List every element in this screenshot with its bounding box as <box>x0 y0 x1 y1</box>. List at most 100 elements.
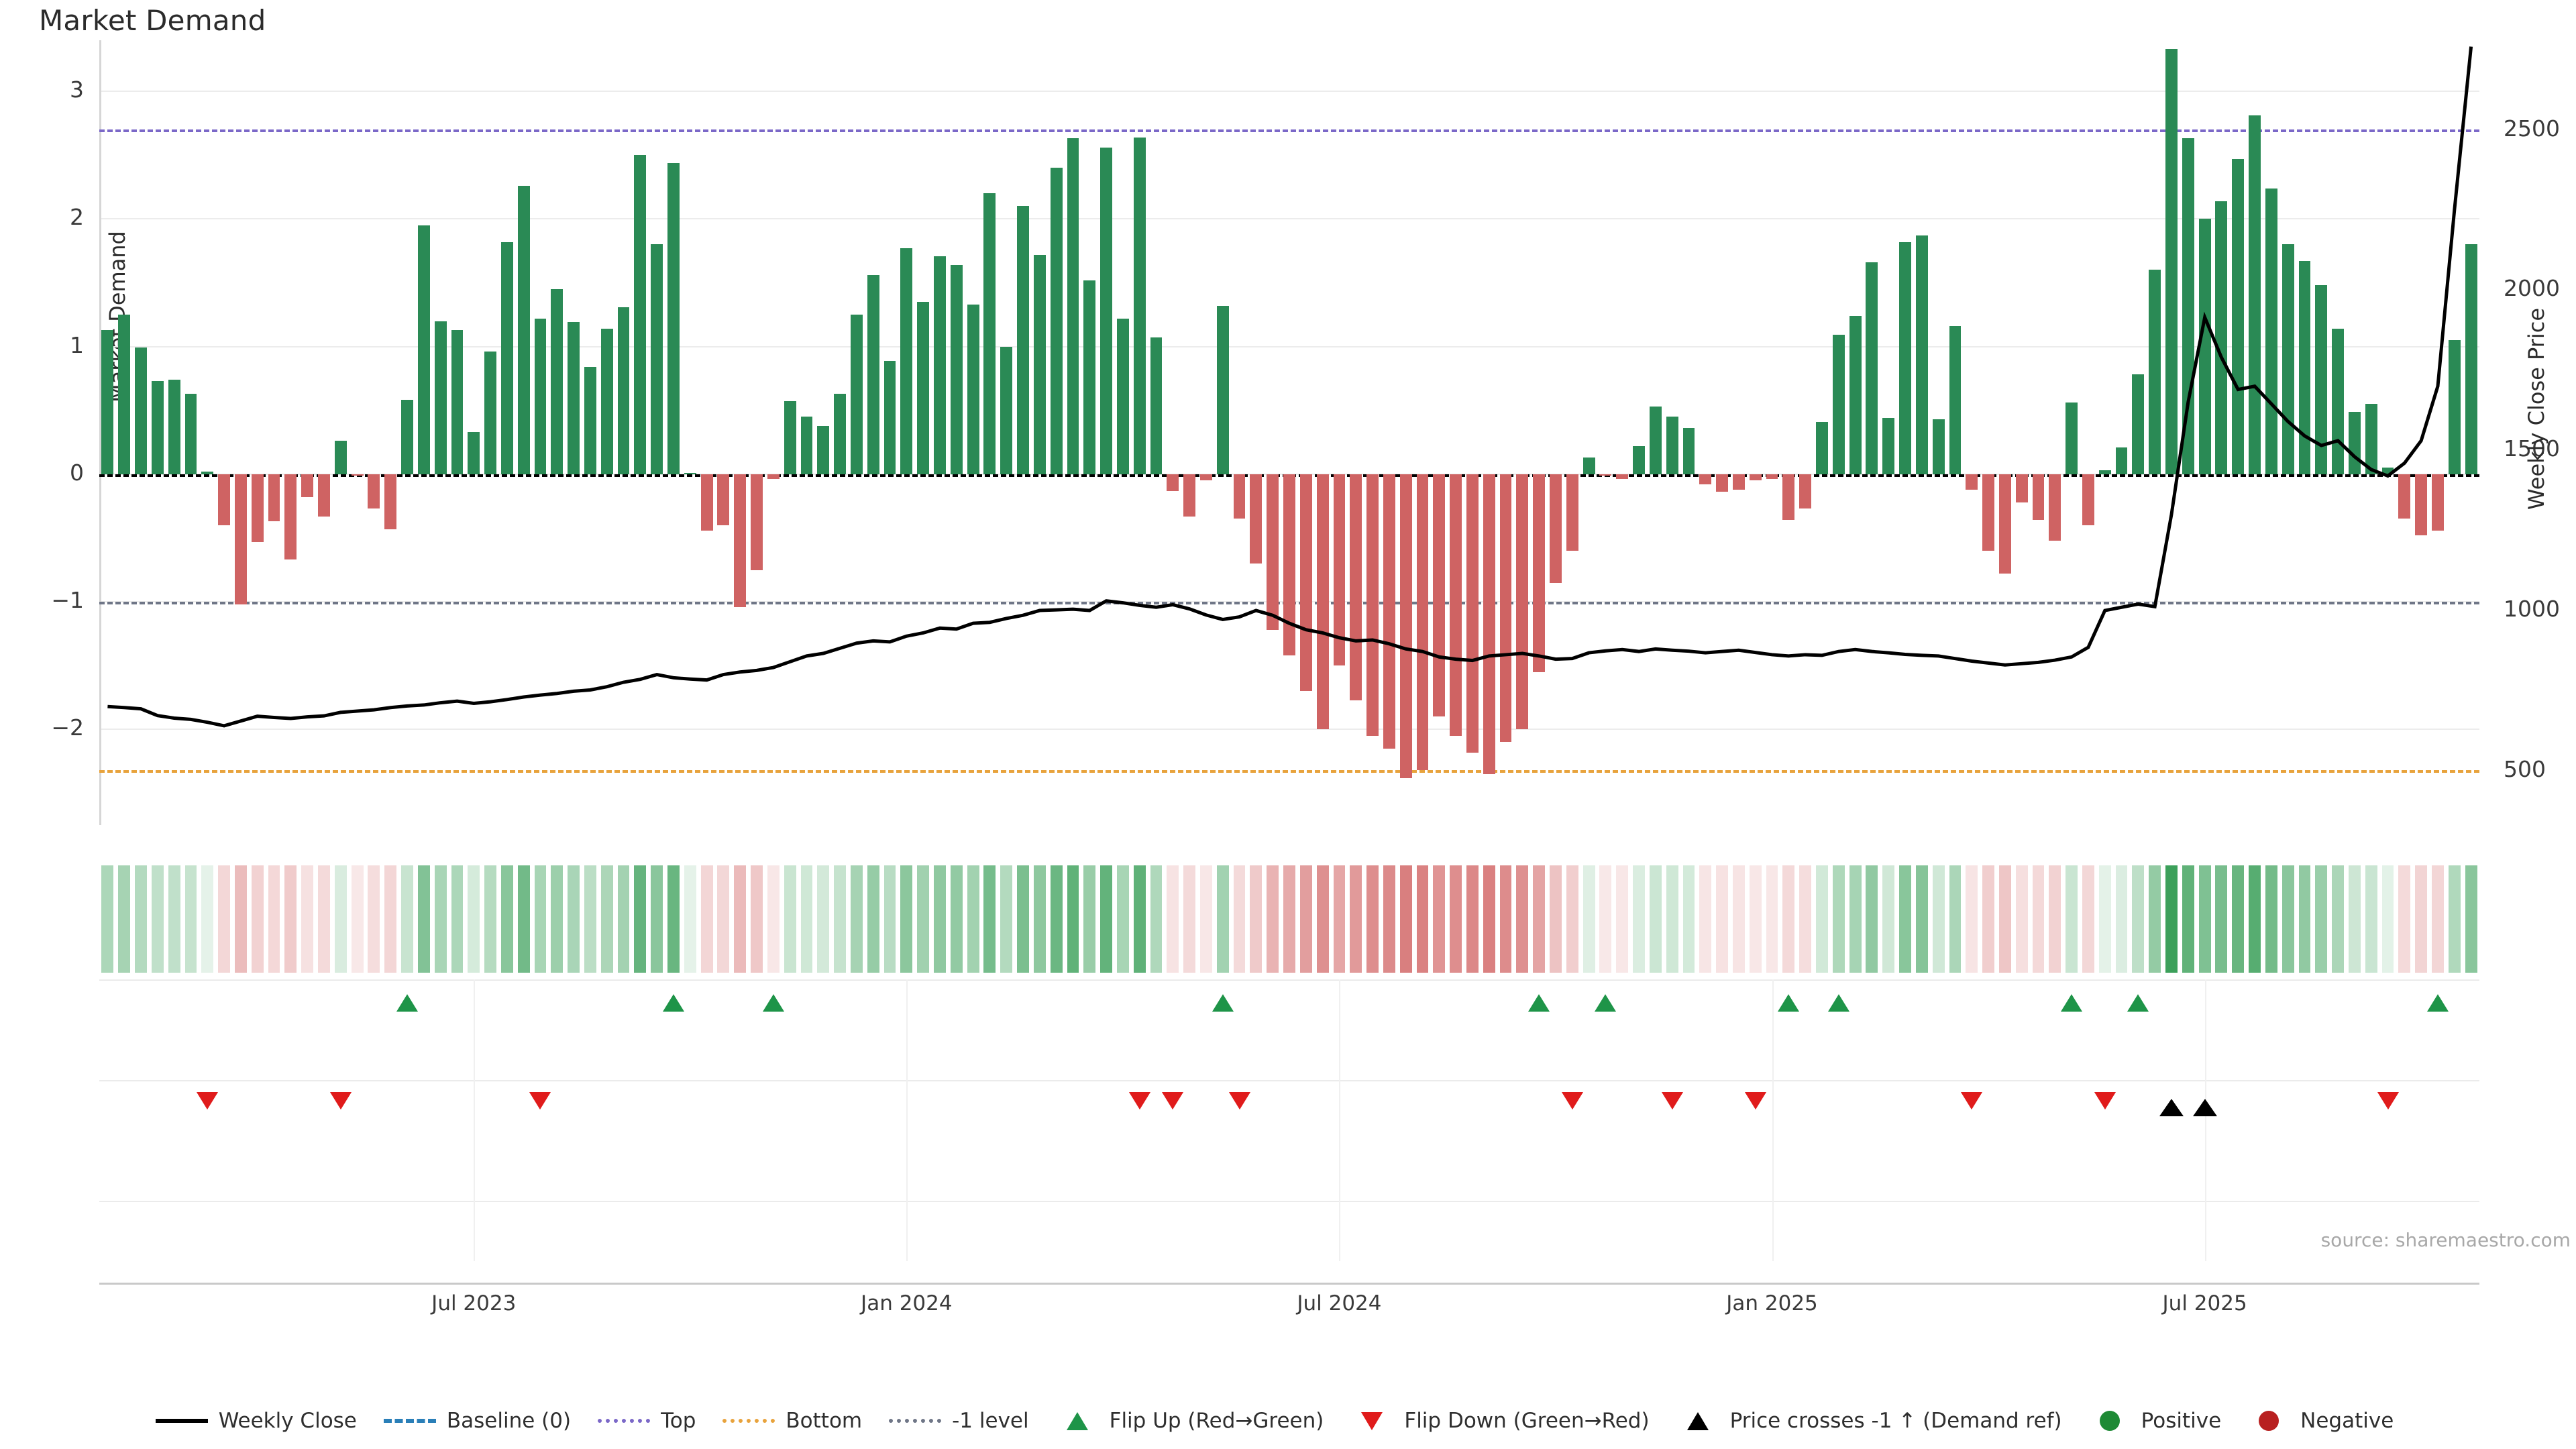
heatmap-cell <box>2365 865 2377 973</box>
heatmap-cell <box>1949 865 1962 973</box>
demand-bar <box>1866 262 1878 474</box>
x-axis-line <box>99 1283 2479 1285</box>
y-tick-right-1500: 1500 <box>2504 435 2560 462</box>
demand-bar <box>1450 474 1462 736</box>
flip-down-marker <box>1561 1092 1583 1110</box>
y-tick-left-2: 2 <box>70 204 84 231</box>
demand-bar <box>417 225 430 474</box>
legend-item-baseline[interactable]: Baseline (0) <box>383 1409 571 1433</box>
heatmap-cell <box>417 865 430 973</box>
legend-label-negative: Negative <box>2300 1409 2394 1433</box>
heatmap-cell <box>1666 865 1678 973</box>
demand-bar <box>1516 474 1529 730</box>
legend-item-weekly-close[interactable]: Weekly Close <box>155 1409 357 1433</box>
heatmap-cell <box>1017 865 1029 973</box>
flip-up-marker <box>1212 994 1234 1012</box>
gridline-y-3 <box>99 91 2479 93</box>
demand-bar <box>1716 474 1729 492</box>
y-tick-left--1: −1 <box>51 587 84 614</box>
heatmap-cell <box>983 865 996 973</box>
heatmap-cell <box>301 865 314 973</box>
marker-rows <box>99 979 2479 1301</box>
heatmap-cell <box>218 865 230 973</box>
heatmap-cell <box>1216 865 1229 973</box>
heatmap-cell <box>2282 865 2294 973</box>
heatmap-cell <box>1899 865 1911 973</box>
legend-item-bottom[interactable]: Bottom <box>722 1409 862 1433</box>
legend-label-minus-one-level: -1 level <box>952 1409 1029 1433</box>
demand-bar <box>1116 318 1129 474</box>
demand-bar <box>1000 346 1013 474</box>
demand-bar <box>318 474 330 517</box>
marker-gridline-2 <box>99 1201 2479 1202</box>
demand-bar <box>118 315 131 474</box>
heatmap-cell <box>1682 865 1695 973</box>
demand-bar <box>1666 417 1678 474</box>
demand-bar <box>1616 474 1629 480</box>
x-tick-label-3: Jan 2025 <box>1726 1291 1818 1316</box>
heatmap-cell <box>1882 865 1895 973</box>
flip-up-marker <box>762 994 784 1012</box>
heatmap-cell <box>1299 865 1312 973</box>
legend-item-top[interactable]: Top <box>598 1409 696 1433</box>
legend-item-flip-up[interactable]: Flip Up (Red→Green) <box>1056 1409 1324 1433</box>
heatmap-cell <box>1732 865 1745 973</box>
heatmap-cell <box>584 865 596 973</box>
heatmap-cell <box>2381 865 2394 973</box>
heatmap-cell <box>1033 865 1046 973</box>
heatmap-cell <box>1633 865 1645 973</box>
heatmap-cell <box>2065 865 2078 973</box>
heatmap-cell <box>468 865 480 973</box>
baseline-dash-icon <box>383 1419 436 1423</box>
legend-label-flip-down: Flip Down (Green→Red) <box>1404 1409 1650 1433</box>
heatmap-cell <box>734 865 747 973</box>
heatmap-cell <box>1766 865 1778 973</box>
demand-bar <box>2115 447 2128 474</box>
heatmap-cell <box>1915 865 1928 973</box>
flip-down-marker <box>1128 1092 1150 1110</box>
positive-circle-icon <box>2099 1411 2120 1431</box>
demand-bar <box>1849 315 1862 474</box>
heatmap-cell <box>1067 865 1079 973</box>
legend-item-minus-one-level[interactable]: -1 level <box>889 1409 1029 1433</box>
demand-bar <box>484 352 496 474</box>
legend-label-price-cross: Price crosses -1 ↑ (Demand ref) <box>1729 1409 2062 1433</box>
demand-bar <box>2432 474 2444 531</box>
demand-bar <box>2315 285 2328 474</box>
demand-bar <box>534 318 547 474</box>
demand-bar <box>1566 474 1578 551</box>
demand-bar <box>1150 337 1163 474</box>
flip-down-marker <box>1744 1092 1766 1110</box>
heatmap-cell <box>368 865 380 973</box>
demand-bar <box>1682 428 1695 474</box>
demand-bar <box>1316 474 1329 730</box>
heatmap-cell <box>2315 865 2328 973</box>
heatmap-cell <box>2398 865 2411 973</box>
heatmap-cell <box>1200 865 1212 973</box>
heatmap-cell <box>900 865 913 973</box>
heatmap-cell <box>568 865 580 973</box>
price-cross-triangle-icon <box>1686 1411 1709 1430</box>
heatmap-cell <box>500 865 513 973</box>
x-gridline-0 <box>474 979 476 1261</box>
y-tick-left--2: −2 <box>51 714 84 741</box>
heatmap-cell <box>1866 865 1878 973</box>
demand-bar <box>1749 474 1762 481</box>
heatmap-cell <box>1150 865 1163 973</box>
legend-item-price-cross[interactable]: Price crosses -1 ↑ (Demand ref) <box>1676 1409 2062 1433</box>
flip-up-marker <box>1827 994 1849 1012</box>
heatmap-cell <box>517 865 530 973</box>
heatmap-cell <box>2348 865 2361 973</box>
x-tick-label-0: Jul 2023 <box>431 1291 517 1316</box>
demand-bar <box>617 307 630 474</box>
legend-item-flip-down[interactable]: Flip Down (Green→Red) <box>1350 1409 1650 1433</box>
legend-item-negative[interactable]: Negative <box>2248 1409 2394 1433</box>
demand-bar <box>151 380 164 474</box>
demand-bar <box>551 288 564 474</box>
heatmap-cell <box>1333 865 1346 973</box>
demand-bar <box>767 474 780 480</box>
demand-bar <box>2249 115 2261 474</box>
demand-bar <box>684 472 696 474</box>
legend-item-positive[interactable]: Positive <box>2089 1409 2221 1433</box>
heatmap-cell <box>834 865 847 973</box>
